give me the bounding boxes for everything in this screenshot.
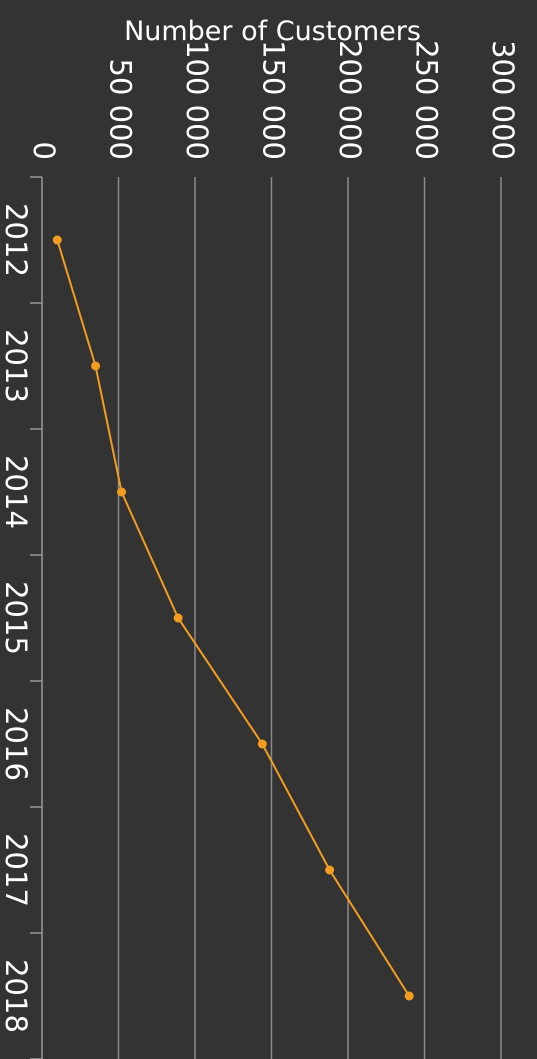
value-axis-title: Number of Customers [124,16,421,47]
value-tick-label: 100 000 [180,40,214,160]
category-tick-label: 2015 [0,581,33,655]
value-tick-label: 50 000 [104,59,138,160]
category-tick-label: 2012 [0,203,33,277]
category-tick-label: 2017 [0,833,33,907]
category-tick-label: 2018 [0,959,33,1033]
value-tick-label: 150 000 [257,40,291,160]
data-point [257,739,267,749]
gridlines [117,177,502,1059]
value-tick-label: 200 000 [333,40,367,160]
data-point [404,991,414,1001]
value-tick-label: 250 000 [410,40,444,160]
data-point [117,487,127,497]
value-tick-label: 0 [27,142,61,160]
data-point [52,235,62,245]
value-tick-label: 300 000 [486,40,520,160]
category-tick-label: 2013 [0,329,33,403]
series-layer [52,235,414,1001]
data-point [325,865,335,875]
category-tick-label: 2014 [0,455,33,529]
data-point [173,613,183,623]
data-point [91,361,101,371]
category-tick-label: 2016 [0,707,33,781]
category-axis: 2012 2013 2014 2015 2016 2017 2018 [0,176,43,1059]
value-axis-ticks: 0 50 000 100 000 150 000 200 000 250 000 300 0… [27,40,520,160]
